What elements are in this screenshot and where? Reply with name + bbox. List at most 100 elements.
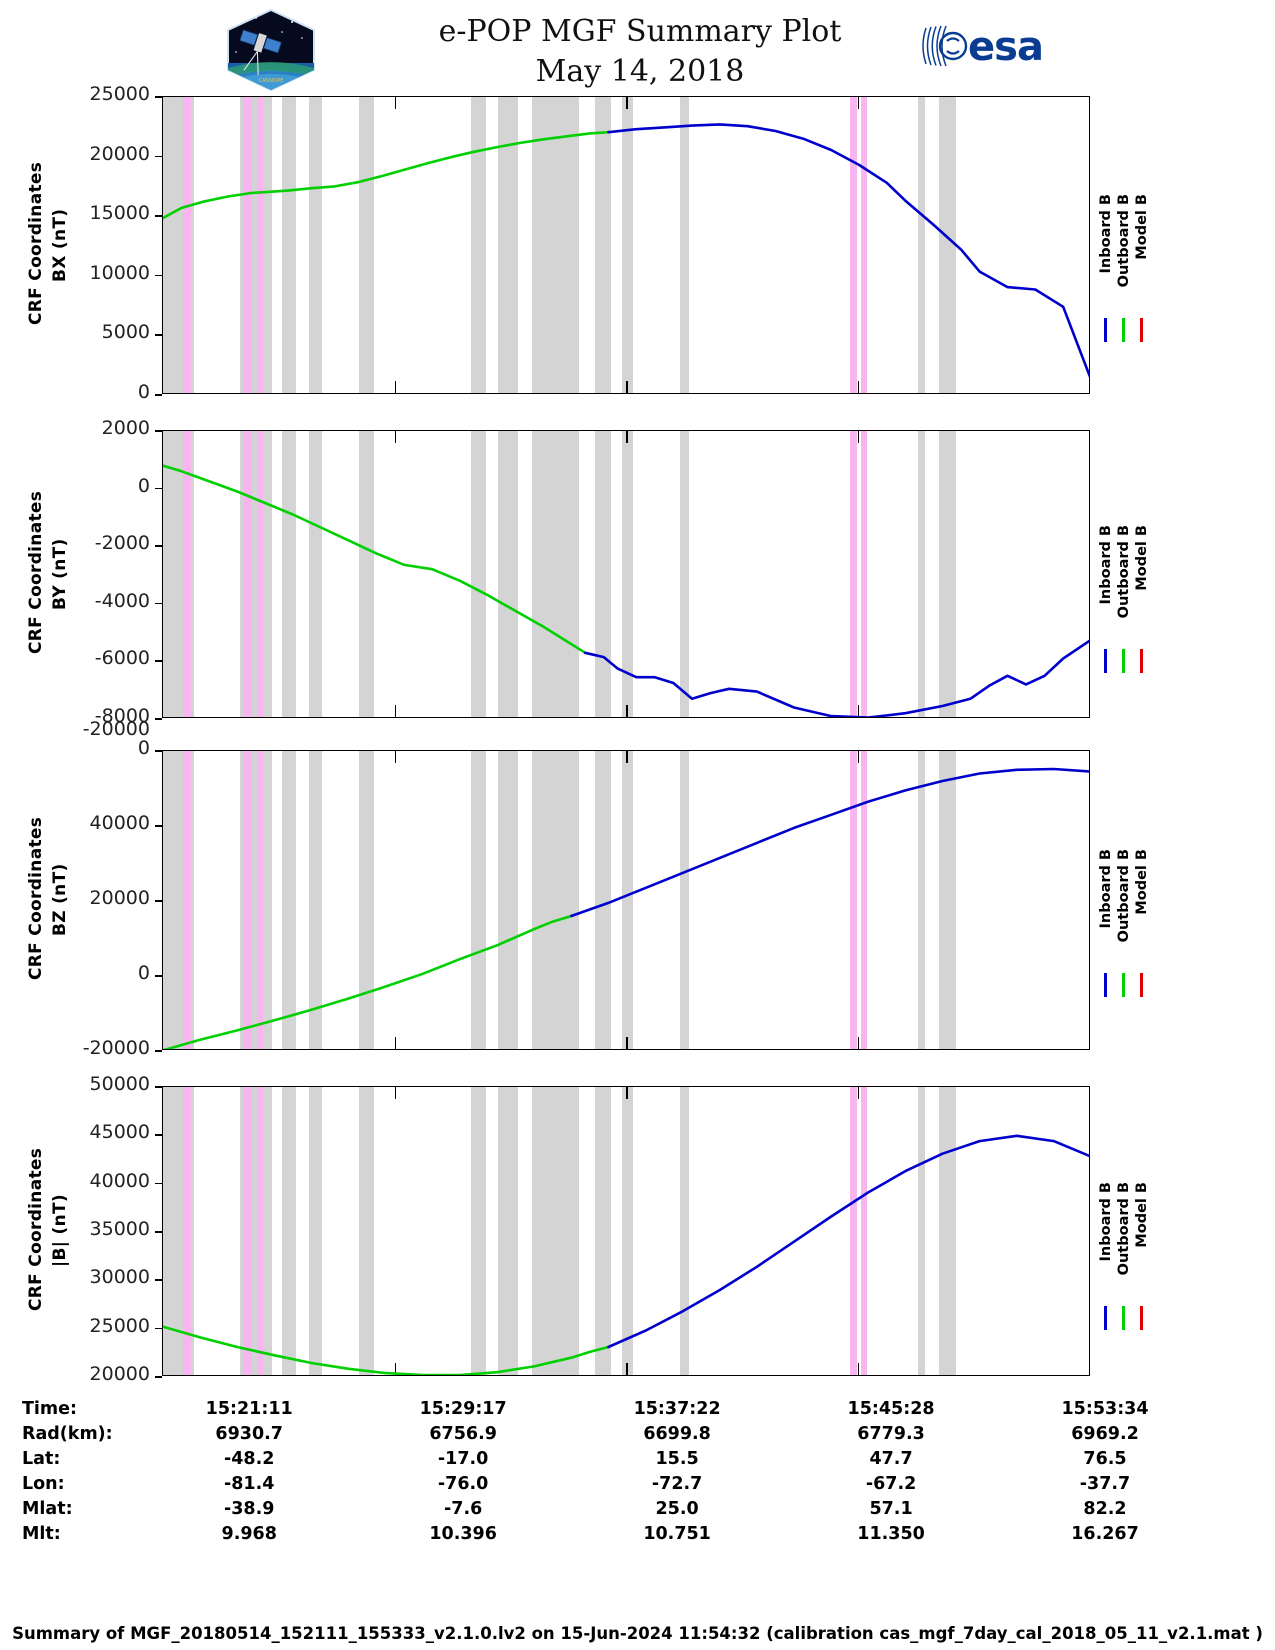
x-tick-mark — [626, 1037, 628, 1049]
y-tick-mark — [155, 334, 162, 336]
y-tick-label: -2000 — [94, 532, 150, 555]
legend-swatch-inboard-b — [1104, 649, 1107, 674]
y-axis-label-by: CRF Coordinates — [26, 490, 46, 654]
shaded-band-pink — [183, 431, 191, 717]
y-tick-mark — [155, 394, 162, 396]
shaded-band-gray — [471, 431, 487, 717]
table-cell: 15:29:17 — [419, 1398, 507, 1419]
shaded-band-gray — [679, 431, 689, 717]
shaded-band-gray — [531, 431, 579, 717]
y-tick-mark — [155, 1376, 162, 1378]
y-tick-mark — [155, 660, 162, 662]
y-tick-label: 40000 — [89, 1169, 150, 1192]
y-tick-mark — [155, 215, 162, 217]
shaded-band-gray — [594, 1087, 612, 1375]
plot-panel-by — [162, 430, 1090, 718]
table-row: Rad(km): 6930.7 6756.9 6699.8 6779.3 6969.2 — [22, 1421, 1212, 1446]
shaded-band-pink — [257, 97, 263, 393]
y-tick-label: -4000 — [94, 589, 150, 612]
shaded-band-gray — [679, 97, 689, 393]
legend-by: Inboard B Outboard B Model B — [1098, 525, 1178, 675]
y-tick-mark — [155, 1134, 162, 1136]
table-cell: 47.7 — [869, 1448, 913, 1469]
table-row-label: Rad(km): — [22, 1423, 113, 1444]
x-tick-mark — [857, 1037, 860, 1049]
shaded-band-pink — [257, 431, 263, 717]
y-tick-label: 15000 — [89, 202, 150, 225]
shaded-band-gray — [917, 751, 926, 1049]
shaded-band-pink — [257, 751, 263, 1049]
x-tick-mark — [394, 1363, 397, 1375]
y-tick-label: 25000 — [89, 83, 150, 105]
shaded-band-gray — [917, 1087, 926, 1375]
shaded-band-gray — [679, 1087, 689, 1375]
shaded-band-gray — [498, 97, 518, 393]
y-axis-label-bmag: CRF Coordinates — [26, 1147, 46, 1311]
title-line-1: e-POP MGF Summary Plot — [438, 14, 842, 49]
y-tick-label: 0 — [137, 737, 150, 759]
table-cell: 11.350 — [857, 1523, 925, 1544]
legend-label-inboard-b: Inboard B — [1098, 194, 1114, 274]
ephemeris-table-body: Time: 15:21:11 15:29:17 15:37:22 15:45:28 15:… — [22, 1396, 1212, 1546]
shaded-band-pink — [257, 1087, 263, 1375]
shaded-band-gray — [531, 1087, 579, 1375]
table-cell: 10.396 — [429, 1523, 497, 1544]
shaded-band-pink — [850, 431, 858, 717]
table-cell: -17.0 — [437, 1448, 489, 1469]
legend-label-inboard-b: Inboard B — [1098, 525, 1114, 605]
shaded-band-pink — [850, 751, 858, 1049]
table-cell: 6699.8 — [643, 1423, 711, 1444]
legend-label-model-b: Model B — [1134, 194, 1150, 261]
table-cell: -81.4 — [223, 1473, 275, 1494]
x-tick-mark — [857, 1087, 860, 1099]
esa-logo-icon: esa — [920, 22, 1050, 70]
legend-swatch-outboard-b — [1122, 973, 1125, 997]
y-axis-label-unit-by: BY (nT) — [50, 538, 70, 610]
series-line-inboard-b — [607, 123, 1089, 378]
shaded-band-gray — [309, 751, 323, 1049]
shaded-band-gray — [309, 431, 323, 717]
shaded-band-pink — [861, 751, 867, 1049]
table-cell: 9.968 — [221, 1523, 277, 1544]
table-cell: 6930.7 — [215, 1423, 283, 1444]
x-tick-mark — [626, 97, 628, 109]
series-line-inboard-b — [607, 1134, 1089, 1349]
table-cell: -72.7 — [651, 1473, 703, 1494]
shaded-band-gray — [938, 1087, 956, 1375]
series-line-outboard-b — [163, 1325, 610, 1375]
table-cell: 76.5 — [1083, 1448, 1127, 1469]
table-cell: 57.1 — [869, 1498, 913, 1519]
table-cell: -37.7 — [1079, 1473, 1131, 1494]
legend-swatch-model-b — [1140, 649, 1143, 674]
y-axis-label-unit-bx: BX (nT) — [50, 208, 70, 282]
shaded-band-pink — [183, 1087, 191, 1375]
table-row-label: Time: — [22, 1398, 78, 1419]
y-tick-mark — [155, 1279, 162, 1281]
plot-panel-bmag — [162, 1086, 1090, 1376]
y-tick-label: 0 — [137, 962, 150, 984]
table-row-label: Mlt: — [22, 1523, 61, 1544]
shaded-band-gray — [622, 751, 634, 1049]
legend-label-outboard-b: Outboard B — [1116, 1181, 1132, 1276]
plot-panel-bx — [162, 96, 1090, 394]
table-cell: -7.6 — [444, 1498, 483, 1519]
y-tick-label-extra: -20000 — [82, 718, 150, 740]
svg-text:esa: esa — [968, 24, 1043, 70]
shaded-band-gray — [938, 97, 956, 393]
x-tick-mark — [626, 1087, 628, 1099]
x-tick-mark — [857, 97, 860, 109]
x-tick-mark — [394, 705, 397, 717]
y-tick-mark — [155, 1050, 162, 1052]
legend-swatch-outboard-b — [1122, 649, 1125, 674]
shaded-band-gray — [917, 431, 926, 717]
legend-label-model-b: Model B — [1134, 525, 1150, 591]
table-row-label: Mlat: — [22, 1498, 73, 1519]
shaded-band-pink — [183, 751, 191, 1049]
series-canvas-bz — [163, 767, 1089, 1049]
y-tick-label: 10000 — [89, 261, 150, 284]
x-tick-mark — [857, 705, 860, 717]
y-tick-mark — [155, 718, 162, 720]
y-tick-label: 0 — [137, 474, 150, 497]
x-tick-mark — [857, 431, 860, 443]
shaded-band-gray — [594, 751, 612, 1049]
